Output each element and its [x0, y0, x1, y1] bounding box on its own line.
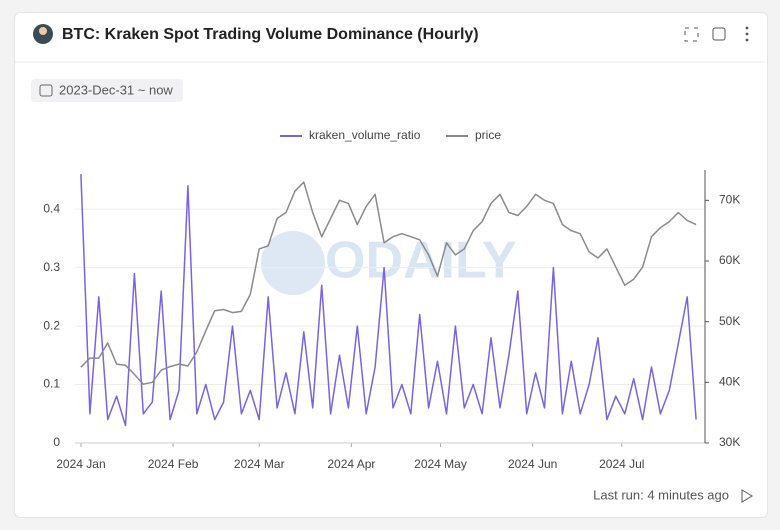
fullscreen-icon[interactable]	[684, 27, 699, 42]
series-line	[80, 181, 697, 385]
legend-label: price	[475, 128, 501, 142]
y2-tick-label: 60K	[719, 253, 740, 267]
avatar-face	[39, 27, 47, 35]
legend-label: kraken_volume_ratio	[309, 128, 421, 142]
y2-tick-label: 40K	[719, 375, 740, 389]
y-tick-label: 0	[53, 435, 60, 449]
x-tick-label: 2024 Apr	[327, 457, 375, 471]
y2-tick-label: 50K	[719, 314, 740, 328]
calendar-icon	[39, 84, 53, 97]
watermark-logo	[261, 231, 325, 295]
x-tick-label: 2024 Feb	[148, 457, 199, 471]
title: BTC: Kraken Spot Trading Volume Dominanc…	[62, 26, 479, 43]
x-tick-label: 2024 Jul	[599, 457, 644, 471]
query-icon[interactable]	[712, 27, 726, 41]
last-run: Last run: 4 minutes ago	[593, 487, 729, 502]
y-tick-label: 0.2	[43, 318, 60, 332]
y-tick-label: 0.4	[43, 201, 60, 215]
x-tick-label: 2024 May	[414, 457, 467, 471]
y-tick-label: 0.1	[43, 377, 60, 391]
plot: 0 0.1 0.2 0.3 0.4 30K 40K 50K 60K 70K 2024 Jan 2024…	[43, 128, 740, 471]
y2-tick-label: 30K	[719, 435, 740, 449]
series-line	[80, 174, 697, 427]
y-tick-label: 0.3	[43, 260, 60, 274]
x-tick-label: 2024 Mar	[234, 457, 285, 471]
run-icon[interactable]	[741, 489, 753, 503]
more-icon[interactable]	[745, 26, 749, 42]
x-tick-label: 2024 Jun	[508, 457, 557, 471]
y2-tick-label: 70K	[719, 193, 740, 207]
date-chip[interactable]	[31, 79, 183, 102]
x-tick-label: 2024 Jan	[56, 457, 105, 471]
date-range: 2023-Dec-31 ~ now	[59, 82, 173, 97]
